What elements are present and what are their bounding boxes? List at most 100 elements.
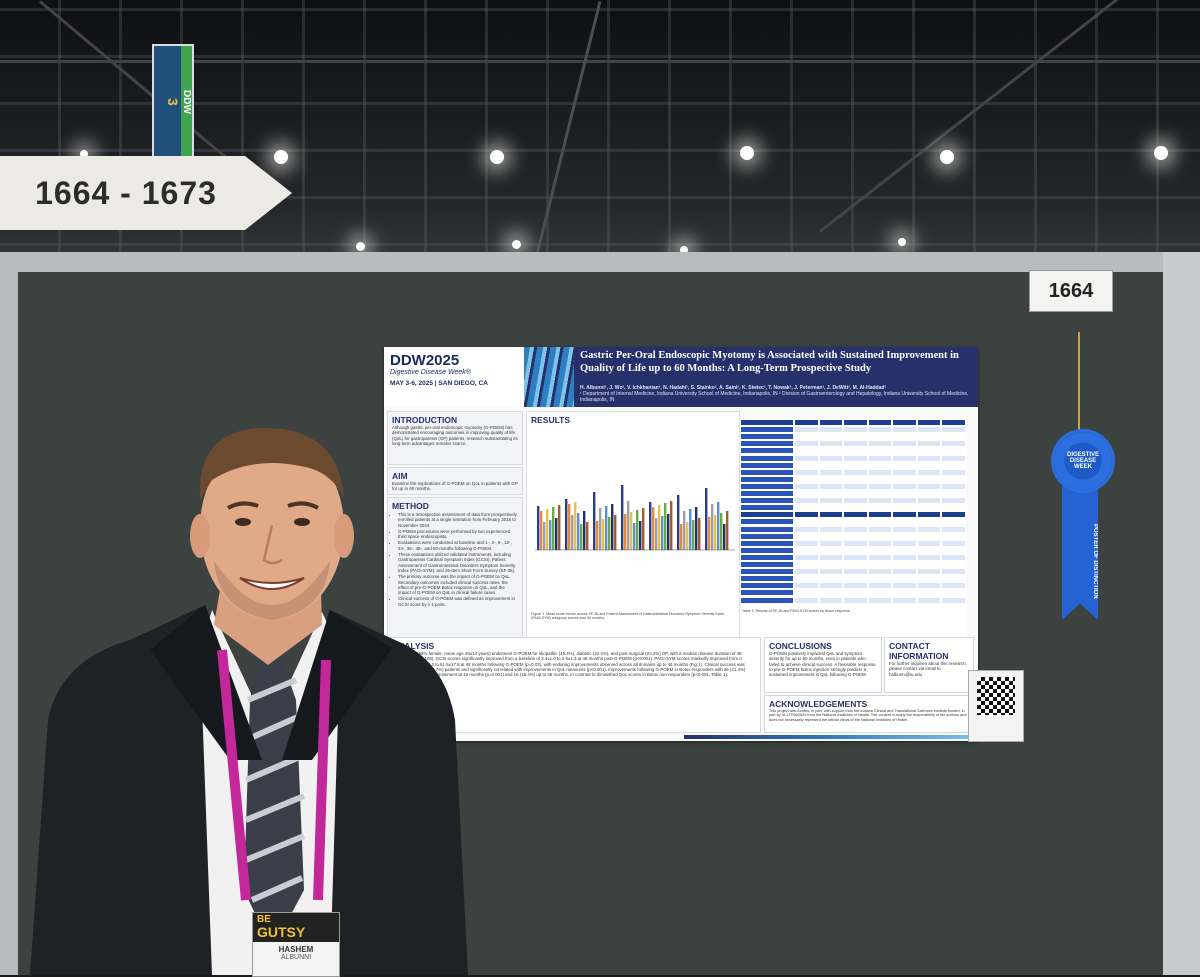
method-heading: METHOD (392, 501, 429, 511)
table-cell (794, 525, 819, 533)
ceiling-light (740, 146, 754, 160)
analysis-text: 156 patients (68% female, mean age 49±14… (392, 651, 746, 678)
chart-bar (565, 499, 568, 550)
ddw-banner-number: 3 (165, 98, 181, 106)
table-cell (867, 426, 893, 434)
chart-bar (621, 485, 624, 550)
convention-ceiling (0, 0, 1200, 290)
table-cell (843, 475, 868, 483)
table-cell (818, 475, 844, 483)
aim-section: AIM Examine the implications of G-POEM o… (387, 467, 523, 495)
chart-bar (599, 508, 602, 550)
table-cell (794, 532, 819, 540)
ceiling-light (512, 240, 521, 249)
table-cell (892, 497, 917, 505)
chart-bar (602, 519, 605, 550)
table-cell (892, 539, 917, 547)
table-cell (916, 426, 942, 434)
table-cell (892, 468, 917, 476)
table-cell (916, 482, 942, 490)
table-cell (892, 490, 917, 498)
table-cell (867, 461, 893, 469)
chart-bar (698, 518, 701, 550)
table-cell (941, 525, 966, 533)
contact-section: CONTACT INFORMATION For further inquirie… (884, 637, 974, 693)
table-cell (740, 482, 794, 490)
chart-bar (611, 504, 614, 550)
ceiling-light (1154, 146, 1168, 160)
table-cell (818, 546, 844, 554)
table-cell (867, 546, 893, 554)
table-cell (916, 504, 942, 512)
table-cell (941, 419, 966, 427)
table-cell (740, 539, 794, 547)
table-cell (818, 440, 844, 448)
table-cell (794, 440, 819, 448)
table-cell (867, 454, 893, 462)
table-cell (794, 497, 819, 505)
table-cell (892, 525, 917, 533)
table-caption: Table 1. Results of SF-36 and PAGI-SYM s… (742, 609, 851, 613)
table-cell (740, 582, 794, 590)
table-cell (843, 589, 868, 597)
table-cell (843, 454, 868, 462)
table-cell (892, 546, 917, 554)
table-cell (843, 482, 868, 490)
table-cell (867, 553, 893, 561)
table-cell (916, 561, 942, 569)
table-cell (941, 582, 966, 590)
table-cell (916, 511, 942, 519)
table-cell (916, 589, 942, 597)
table-cell (740, 454, 794, 462)
poster-logo-block: DDW2025 Digestive Disease Week® MAY 3-6,… (384, 347, 524, 407)
table-cell (843, 497, 868, 505)
poster-header-stripe (524, 347, 574, 407)
chart-bar (568, 504, 571, 550)
results-bar-chart (535, 485, 735, 551)
chart-bar (717, 502, 720, 550)
table-cell (892, 561, 917, 569)
table-cell (867, 475, 893, 483)
table-cell (941, 575, 966, 583)
table-cell (843, 553, 868, 561)
table-cell (941, 468, 966, 476)
conclusions-section: CONCLUSIONS G-POEM positively impacted Q… (764, 637, 882, 693)
table-cell (843, 582, 868, 590)
table-cell (867, 575, 893, 583)
research-poster: DDW2025 Digestive Disease Week® MAY 3-6,… (384, 347, 978, 741)
table-cell (843, 504, 868, 512)
conference-dates: MAY 3-6, 2025 | SAN DIEGO, CA (390, 380, 488, 387)
chart-bar (664, 503, 667, 550)
chart-bar (596, 521, 599, 550)
table-cell (794, 575, 819, 583)
table-cell (867, 447, 893, 455)
name-badge: BE GUTSY HASHEM ALBUNNI (252, 912, 340, 977)
table-cell (818, 575, 844, 583)
table-cell (941, 447, 966, 455)
chart-bar (630, 512, 633, 550)
table-cell (941, 532, 966, 540)
table-cell (941, 440, 966, 448)
table-cell (843, 447, 868, 455)
table-cell (941, 546, 966, 554)
table-cell (818, 568, 844, 576)
table-cell (794, 482, 819, 490)
acknowledgements-section: ACKNOWLEDGEMENTS This project was funded… (764, 695, 974, 733)
table-cell (843, 539, 868, 547)
table-cell (740, 468, 794, 476)
badge-last-name: ALBUNNI (280, 954, 312, 961)
table-cell (941, 490, 966, 498)
method-item: These evaluations utilized validated ins… (398, 552, 518, 573)
booth-frame-right (1163, 252, 1200, 975)
poster-title: Gastric Per-Oral Endoscopic Myotomy is A… (580, 350, 959, 374)
table-cell (794, 582, 819, 590)
table-cell (818, 518, 844, 526)
table-cell (892, 447, 917, 455)
table-cell (740, 568, 794, 576)
table-cell (843, 490, 868, 498)
ceiling-light (898, 238, 906, 246)
table-cell (867, 433, 893, 441)
table-cell (818, 419, 844, 427)
table-cell (867, 440, 893, 448)
booth-range-sign: 1664 - 1673 (0, 156, 292, 230)
